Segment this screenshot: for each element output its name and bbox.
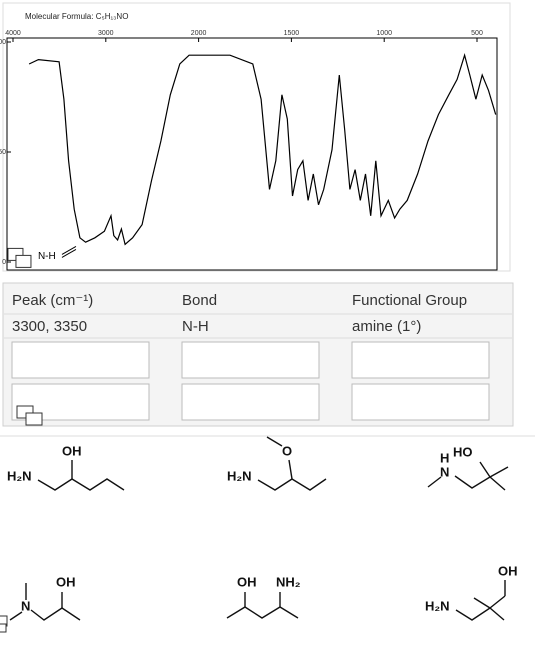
table-cell: 3300, 3350 bbox=[12, 318, 87, 335]
table-header: Functional Group bbox=[352, 292, 467, 309]
bond bbox=[37, 478, 125, 491]
atom-label: OH bbox=[237, 574, 257, 589]
table-cell: N-H bbox=[182, 318, 209, 335]
comment-icon[interactable] bbox=[7, 247, 32, 268]
atom-label: O bbox=[282, 443, 292, 458]
x-tick-label: 500 bbox=[471, 30, 483, 37]
text-input[interactable] bbox=[351, 341, 490, 379]
atom-label: OH bbox=[498, 563, 518, 578]
bond bbox=[489, 476, 506, 491]
molecule[interactable]: OH NH₂ bbox=[226, 574, 301, 619]
atom-label: H bbox=[440, 450, 449, 465]
molecule[interactable]: N OH bbox=[0, 574, 81, 633]
bond bbox=[473, 597, 491, 609]
atom-label: N bbox=[440, 464, 449, 479]
bond bbox=[30, 607, 81, 621]
text-input[interactable] bbox=[11, 383, 150, 421]
spectrum-title: Molecular Formula: C₅H₁₃NO bbox=[25, 12, 128, 21]
y-tick-label: 100 bbox=[0, 39, 6, 46]
bond bbox=[257, 478, 327, 491]
atom-label: N bbox=[21, 598, 30, 613]
bond bbox=[489, 595, 506, 609]
bond bbox=[266, 436, 283, 447]
molecule[interactable]: O H₂N bbox=[227, 436, 327, 491]
molecule[interactable]: OH H₂N bbox=[425, 563, 518, 621]
icon-part bbox=[15, 254, 32, 268]
comment-icon[interactable] bbox=[0, 615, 8, 633]
annotation-arrow bbox=[61, 245, 77, 255]
bond bbox=[489, 607, 505, 621]
bond bbox=[489, 466, 509, 478]
atom-label: HO bbox=[453, 444, 473, 459]
bond bbox=[226, 606, 299, 619]
comment-icon[interactable] bbox=[16, 405, 43, 426]
bond bbox=[479, 461, 491, 478]
plot-frame bbox=[6, 37, 498, 271]
bond bbox=[427, 476, 442, 488]
annotation-arrow bbox=[61, 248, 77, 258]
y-tick-label: 50 bbox=[0, 149, 6, 156]
x-tick-label: 2000 bbox=[191, 30, 207, 37]
annotation-label: N-H bbox=[38, 251, 56, 262]
atom-label: H₂N bbox=[7, 468, 32, 483]
y-tick-label: 0 bbox=[2, 259, 6, 266]
plot: 4000 3000 2000 1500 1000 500 0 50 100 N-H bbox=[0, 30, 497, 268]
molecule[interactable]: OH H₂N bbox=[7, 443, 125, 491]
bond bbox=[9, 611, 23, 621]
x-tick-label: 4000 bbox=[5, 30, 21, 37]
x-tick-label: 1500 bbox=[284, 30, 300, 37]
molecule[interactable]: H N HO bbox=[427, 444, 509, 491]
text-input[interactable] bbox=[181, 341, 320, 379]
text-input[interactable] bbox=[181, 383, 320, 421]
spectrum-line bbox=[28, 53, 497, 246]
text-input[interactable] bbox=[11, 341, 150, 379]
atom-label: OH bbox=[56, 574, 76, 589]
x-tick-label: 3000 bbox=[98, 30, 114, 37]
text-input[interactable] bbox=[351, 383, 490, 421]
bond bbox=[455, 607, 491, 621]
table-header: Bond bbox=[182, 292, 217, 309]
table-header: Peak (cm⁻¹) bbox=[12, 292, 93, 309]
spectrum-panel bbox=[2, 2, 511, 272]
atom-label: H₂N bbox=[227, 468, 252, 483]
bond bbox=[454, 475, 491, 489]
atom-label: OH bbox=[62, 443, 82, 458]
x-tick-label: 1000 bbox=[376, 30, 392, 37]
table-cell: amine (1°) bbox=[352, 318, 421, 335]
atom-label: NH₂ bbox=[276, 574, 301, 589]
bond bbox=[288, 459, 293, 480]
atom-label: H₂N bbox=[425, 598, 450, 613]
